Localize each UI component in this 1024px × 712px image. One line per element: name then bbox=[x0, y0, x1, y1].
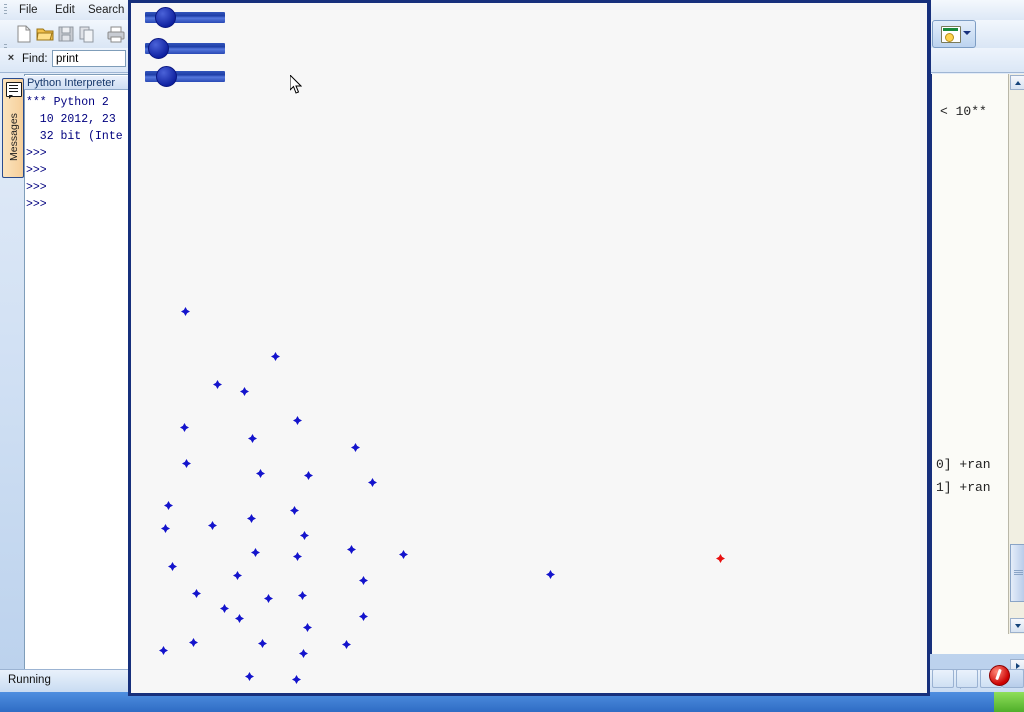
interpreter-tab-label[interactable]: Python Interpreter bbox=[24, 76, 128, 90]
scatter-point bbox=[359, 576, 368, 585]
mouse-cursor bbox=[289, 73, 303, 94]
scrollbar-thumb[interactable] bbox=[1010, 544, 1024, 602]
copy-icon[interactable] bbox=[77, 24, 97, 44]
scatter-point bbox=[235, 614, 244, 623]
menu-grip bbox=[4, 4, 7, 16]
scatter-point bbox=[182, 459, 191, 468]
sidebar-tab-messages[interactable]: Messages bbox=[2, 78, 24, 178]
new-file-icon[interactable] bbox=[14, 24, 34, 44]
editor-pane[interactable]: < 10** 0] +ran 1] +ran bbox=[930, 74, 1024, 674]
run-script-icon bbox=[941, 26, 961, 43]
scatter-point bbox=[351, 443, 360, 452]
scatter-point bbox=[258, 639, 267, 648]
scatter-point bbox=[164, 501, 173, 510]
scatter-point bbox=[298, 591, 307, 600]
slider-2-knob[interactable] bbox=[148, 38, 169, 59]
scatter-point bbox=[220, 604, 229, 613]
taskbar bbox=[0, 692, 1024, 712]
slider-3[interactable] bbox=[145, 71, 225, 82]
scatter-point bbox=[161, 524, 170, 533]
window-icon[interactable] bbox=[932, 669, 954, 688]
chevron-down-icon[interactable] bbox=[963, 31, 971, 35]
scatter-point bbox=[181, 307, 190, 316]
scatter-point bbox=[546, 570, 555, 579]
scatter-point bbox=[245, 672, 254, 681]
stop-button[interactable] bbox=[989, 665, 1010, 686]
scatter-point bbox=[399, 550, 408, 559]
scatter-point bbox=[347, 545, 356, 554]
find-label: Find: bbox=[22, 53, 48, 65]
scatter-point bbox=[304, 471, 313, 480]
slider-2[interactable] bbox=[145, 43, 225, 54]
scatter-point bbox=[290, 506, 299, 515]
scatter-point bbox=[299, 649, 308, 658]
run-script-button[interactable] bbox=[932, 20, 976, 48]
scatter-plot-canvas[interactable] bbox=[131, 3, 927, 693]
code-line: 1] +ran bbox=[936, 480, 991, 495]
scatter-point bbox=[716, 554, 725, 563]
menu-file[interactable]: File bbox=[19, 4, 38, 16]
scatter-point bbox=[192, 589, 201, 598]
menu-search[interactable]: Search bbox=[88, 4, 125, 16]
scatter-point bbox=[213, 380, 222, 389]
editor-vertical-scrollbar[interactable] bbox=[1008, 74, 1024, 634]
speech-bubble-icon bbox=[6, 82, 22, 99]
slider-1-knob[interactable] bbox=[155, 7, 176, 28]
window-icon[interactable] bbox=[956, 669, 978, 688]
scatter-point bbox=[256, 469, 265, 478]
scatter-point bbox=[368, 478, 377, 487]
scatter-point bbox=[208, 521, 217, 530]
code-line: 0] +ran bbox=[936, 457, 991, 472]
slider-1[interactable] bbox=[145, 12, 225, 23]
scatter-point bbox=[251, 548, 260, 557]
scatter-point bbox=[342, 640, 351, 649]
slider-3-knob[interactable] bbox=[156, 66, 177, 87]
scroll-down-icon[interactable] bbox=[1010, 618, 1024, 633]
speech-bubble-lines bbox=[9, 85, 18, 92]
menu-edit[interactable]: Edit bbox=[55, 4, 75, 16]
scatter-point bbox=[303, 623, 312, 632]
open-folder-icon[interactable] bbox=[35, 24, 55, 44]
status-text: Running bbox=[8, 674, 51, 686]
scatter-point bbox=[180, 423, 189, 432]
scatter-point bbox=[240, 387, 249, 396]
save-icon[interactable] bbox=[56, 24, 76, 44]
scatter-point bbox=[359, 612, 368, 621]
interpreter-output: *** Python 2 10 2012, 23 32 bit (Inte >>… bbox=[26, 96, 123, 211]
interpreter-pane bbox=[24, 74, 131, 682]
taskbar-accent bbox=[994, 692, 1024, 712]
plot-window[interactable] bbox=[128, 0, 930, 696]
scatter-point bbox=[189, 638, 198, 647]
sidebar-tab-messages-label: Messages bbox=[8, 113, 20, 161]
scatter-point bbox=[293, 416, 302, 425]
scatter-point bbox=[292, 675, 301, 684]
scatter-point bbox=[233, 571, 242, 580]
find-input[interactable]: print bbox=[52, 50, 126, 67]
print-icon[interactable] bbox=[106, 24, 126, 44]
scatter-point bbox=[168, 562, 177, 571]
scatter-point bbox=[271, 352, 280, 361]
code-line: < 10** bbox=[940, 104, 987, 119]
scatter-point bbox=[293, 552, 302, 561]
scatter-point bbox=[159, 646, 168, 655]
scatter-point bbox=[248, 434, 257, 443]
scatter-point bbox=[300, 531, 309, 540]
close-icon[interactable]: × bbox=[7, 52, 15, 64]
scroll-up-icon[interactable] bbox=[1010, 75, 1024, 90]
scatter-point bbox=[264, 594, 273, 603]
scatter-point bbox=[247, 514, 256, 523]
